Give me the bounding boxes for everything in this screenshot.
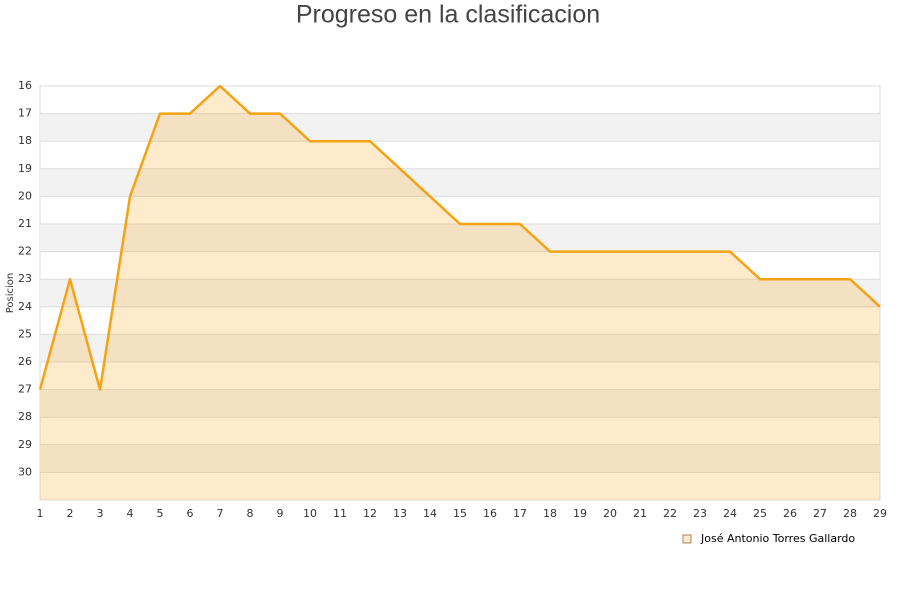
area — [40, 86, 880, 500]
x-tick-label: 28 — [843, 507, 857, 520]
x-tick-label: 8 — [247, 507, 254, 520]
x-tick-label: 1 — [37, 507, 44, 520]
grid-band — [40, 224, 880, 252]
y-tick-label: 25 — [18, 327, 32, 340]
x-tick-label: 17 — [513, 507, 527, 520]
x-tick-label: 10 — [303, 507, 317, 520]
x-tick-label: 6 — [187, 507, 194, 520]
y-tick-label: 24 — [18, 300, 32, 313]
x-tick-label: 29 — [873, 507, 887, 520]
y-tick-label: 27 — [18, 383, 32, 396]
grid-band — [40, 389, 880, 418]
x-tick-label: 2 — [67, 507, 74, 520]
x-tick-label: 9 — [277, 507, 284, 520]
x-tick-label: 3 — [97, 507, 104, 520]
y-axis-label: Posicion — [5, 273, 16, 314]
y-tick-label: 19 — [18, 162, 32, 175]
x-tick-label: 15 — [453, 507, 467, 520]
x-tick-label: 21 — [633, 507, 647, 520]
x-tick-label: 27 — [813, 507, 827, 520]
x-tick-label: 12 — [363, 507, 377, 520]
y-tick-label: 16 — [18, 79, 32, 92]
y-tick-label: 30 — [18, 465, 32, 478]
grid-band — [40, 113, 880, 142]
grid-band — [40, 279, 880, 307]
x-tick-label: 7 — [217, 507, 224, 520]
x-tick-label: 5 — [157, 507, 164, 520]
x-tick-label: 26 — [783, 507, 797, 520]
y-tick-label: 17 — [18, 107, 32, 120]
y-tick-label: 23 — [18, 272, 32, 285]
legend-label: José Antonio Torres Gallardo — [700, 532, 855, 545]
y-tick-label: 26 — [18, 355, 32, 368]
x-tick-label: 25 — [753, 507, 767, 520]
legend-swatch — [682, 534, 692, 544]
x-tick-label: 20 — [603, 507, 617, 520]
y-tick-label: 20 — [18, 189, 32, 202]
x-tick-label: 14 — [423, 507, 437, 520]
y-tick-label: 22 — [18, 245, 32, 258]
grid-band — [40, 444, 880, 473]
x-tick-label: 4 — [127, 507, 134, 520]
line — [38, 84, 881, 391]
x-tick-label: 19 — [573, 507, 587, 520]
chart-title: Progreso en la clasificacion — [296, 1, 600, 29]
x-tick-label: 16 — [483, 507, 497, 520]
x-tick-label: 11 — [333, 507, 347, 520]
x-tick-label: 24 — [723, 507, 737, 520]
y-tick-label: 21 — [18, 217, 32, 230]
grid-band — [40, 334, 880, 362]
y-tick-label: 18 — [18, 134, 32, 147]
grid-band — [40, 168, 880, 197]
y-tick-label: 28 — [18, 410, 32, 423]
y-tick-label: 29 — [18, 438, 32, 451]
x-tick-label: 18 — [543, 507, 557, 520]
x-tick-label: 13 — [393, 507, 407, 520]
x-tick-label: 23 — [693, 507, 707, 520]
x-tick-label: 22 — [663, 507, 677, 520]
